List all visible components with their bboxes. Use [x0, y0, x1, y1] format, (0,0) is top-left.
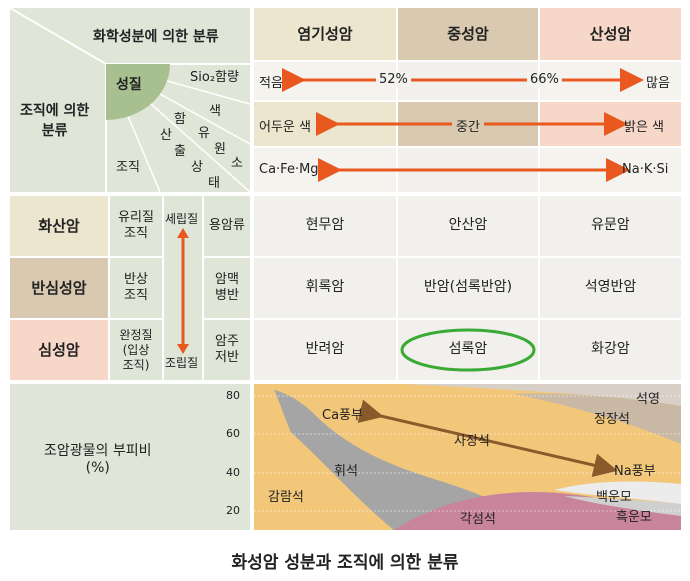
color-light: 밝은 색	[624, 120, 665, 135]
diag-char: 산	[160, 128, 172, 143]
tick-label: 20	[226, 504, 240, 517]
corner-top-label: 화학성분에 의한 분류	[93, 29, 219, 45]
rock-cell: 화강암	[540, 320, 681, 380]
elements-left: Ca·Fe·Mg	[259, 162, 319, 177]
rock-cell: 반암(섬록반암)	[398, 258, 538, 318]
color-dark: 어두운 색	[259, 120, 311, 135]
column-header-intermediate: 중성암	[398, 8, 538, 60]
grain-fine-label: 세립질	[165, 212, 199, 226]
row-texture: 유리질 조직	[110, 196, 162, 256]
region-label-plagioclase: 사장석	[454, 434, 490, 449]
sio2-66: 66%	[527, 72, 562, 87]
quartz-region	[404, 384, 681, 406]
color-mid: 중간	[452, 116, 484, 135]
olivine-region	[254, 384, 344, 530]
mineral-label-cell	[10, 384, 250, 530]
tick-label: 80	[226, 389, 240, 402]
diag-char: 상	[191, 160, 203, 175]
column-header-basic: 염기성암	[254, 8, 396, 60]
highlight-ellipse	[400, 328, 536, 372]
muscovite-region	[554, 481, 681, 504]
plagioclase-arrow	[357, 399, 618, 477]
grain-arrow	[177, 228, 189, 354]
grain-coarse-label: 조립질	[165, 356, 199, 370]
seongjil-label: 성질	[116, 77, 142, 93]
figure-caption: 화성암 성분과 조직에 의한 분류	[231, 553, 459, 573]
color-label: 색	[209, 104, 221, 119]
region-label-muscovite: 백운모	[596, 490, 632, 505]
elements-right: Na·K·Si	[622, 162, 669, 177]
region-label-ca: Ca풍부	[322, 408, 363, 423]
diag-char: 소	[231, 156, 243, 171]
diag-char: 함	[174, 112, 186, 127]
corner-diagonals	[10, 8, 250, 192]
row-name-plutonic: 심성암	[10, 320, 108, 380]
region-label-na: Na풍부	[614, 464, 656, 479]
corner-left-label: 조직에 의한 분류	[20, 103, 90, 139]
rock-cell: 반려암	[254, 320, 396, 380]
sio2-label: Sio₂함량	[190, 70, 239, 85]
kfeldspar-region	[514, 393, 681, 444]
rock-cell: 석영반암	[540, 258, 681, 318]
rock-cell: 유문암	[540, 196, 681, 256]
jojik-label: 조직	[116, 160, 140, 175]
diag-char: 유	[198, 126, 210, 141]
mineral-chart	[254, 384, 681, 530]
diag-char: 원	[214, 142, 226, 157]
region-label-biotite: 흑운모	[616, 510, 652, 525]
sio2-52: 52%	[376, 72, 411, 87]
column-header-acidic: 산성암	[540, 8, 681, 60]
diag-char: 태	[208, 176, 220, 191]
rock-cell: 현무암	[254, 196, 396, 256]
row-mode: 용암류	[204, 196, 250, 256]
row-mode: 암맥 병반	[204, 258, 250, 318]
tick-label: 40	[226, 466, 240, 479]
region-label-pyroxene: 휘석	[334, 464, 358, 479]
row-name-volcanic: 화산암	[10, 196, 108, 256]
region-label-kfeldspar: 정장석	[594, 412, 630, 427]
region-label-amphibole: 각섬석	[460, 512, 496, 527]
sio2-high: 많음	[646, 76, 670, 91]
region-label-olivine: 감람석	[268, 490, 304, 505]
row-texture: 반상 조직	[110, 258, 162, 318]
diag-char: 출	[174, 144, 186, 159]
sio2-low: 적음	[259, 76, 283, 91]
rock-cell: 휘록암	[254, 258, 396, 318]
region-label-quartz: 석영	[636, 392, 660, 407]
mineral-label: 조암광물의 부피비 (%)	[44, 443, 152, 476]
tick-label: 60	[226, 427, 240, 440]
row-mode: 암주 저반	[204, 320, 250, 380]
row-texture: 완정질 (입상 조직)	[110, 320, 162, 380]
row-name-hypabyssal: 반심성암	[10, 258, 108, 318]
rock-cell: 안산암	[398, 196, 538, 256]
